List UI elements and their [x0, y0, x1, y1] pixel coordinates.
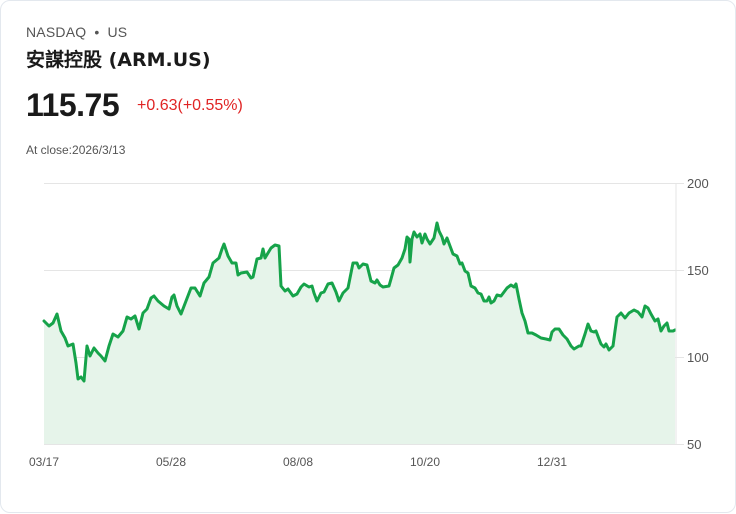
- y-tick-label: 50: [687, 436, 702, 452]
- x-tick-label: 12/31: [537, 455, 568, 469]
- price-area-fill: [44, 223, 675, 444]
- price-change: +0.63(+0.55%): [137, 97, 243, 114]
- market-name: US: [107, 24, 128, 40]
- price-line: [42, 221, 677, 383]
- x-tick-label: 03/17: [29, 455, 60, 469]
- close-date: At close:2026/3/13: [26, 143, 126, 157]
- stock-title: 安謀控股 (ARM.US): [26, 49, 211, 71]
- separator-dot: •: [94, 24, 100, 40]
- exchange-line: NASDAQ • US: [26, 24, 127, 40]
- y-tick-label: 150: [687, 262, 709, 278]
- x-tick-label: 05/28: [156, 455, 187, 469]
- stock-price: 115.75: [26, 87, 120, 123]
- x-tick-label: 10/20: [410, 455, 441, 469]
- y-tick-label: 100: [687, 349, 709, 365]
- exchange-name: NASDAQ: [26, 24, 87, 40]
- x-tick-label: 08/08: [283, 455, 314, 469]
- y-tick-label: 200: [687, 175, 709, 191]
